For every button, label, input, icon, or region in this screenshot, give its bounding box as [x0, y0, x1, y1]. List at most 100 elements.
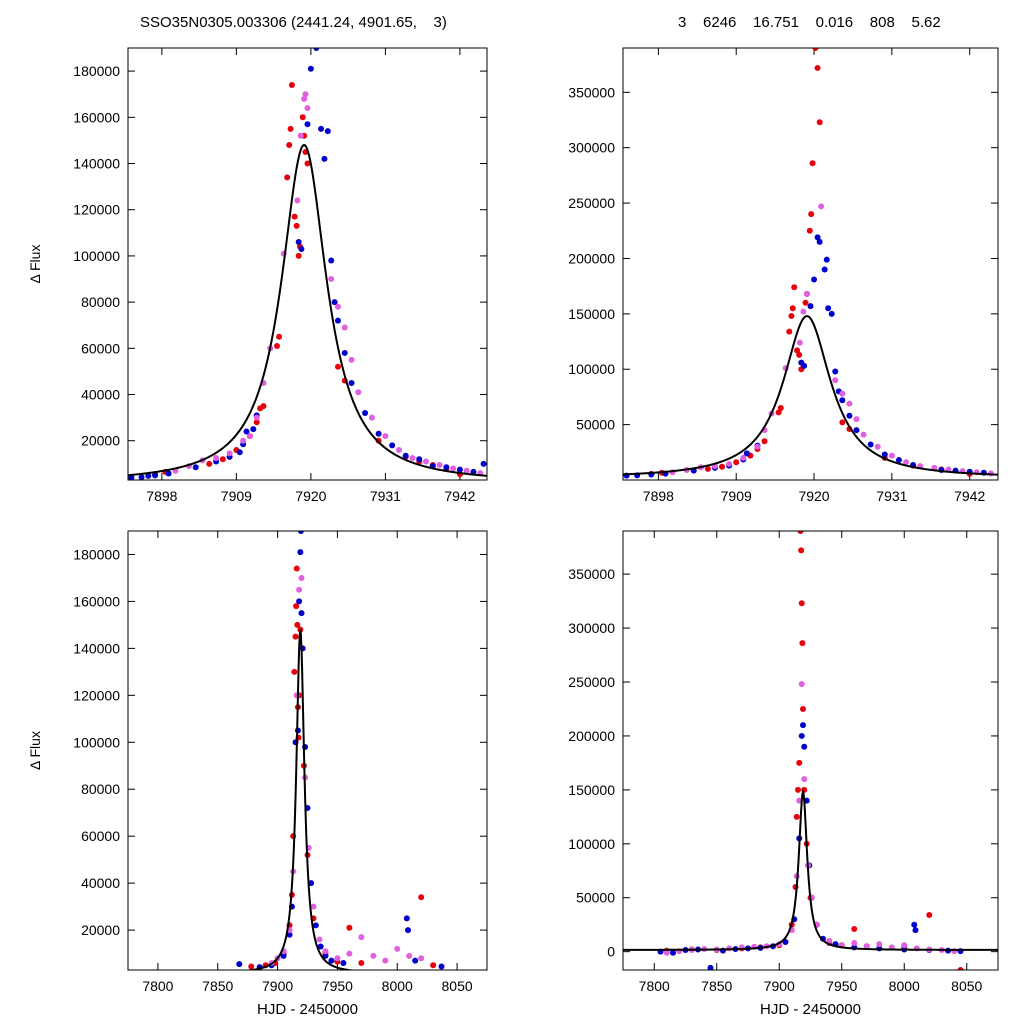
data-point-magenta [436, 461, 443, 468]
x-tick-label: 7950 [322, 978, 353, 994]
data-point-blue [236, 961, 243, 968]
data-point-red [812, 48, 819, 51]
y-tick-label: 80000 [81, 781, 120, 797]
data-point-blue [416, 456, 423, 463]
y-tick-label: 100000 [568, 361, 615, 377]
panel-top-right: 7898 7909 7920 7931 7942 50000 100000 150000 200… [568, 47, 999, 504]
data-point-magenta [726, 460, 733, 467]
data-point-magenta [901, 942, 908, 949]
y-tick-label: 300000 [568, 620, 615, 636]
data-point-blue [402, 452, 409, 459]
data-point-blue [138, 474, 145, 480]
data-point-red [292, 633, 299, 640]
points-layer [128, 48, 487, 480]
data-point-magenta [423, 458, 430, 465]
data-point-blue [800, 722, 806, 729]
x-tick-label: 7931 [370, 488, 401, 504]
data-point-red [276, 333, 283, 340]
data-point-blue [295, 239, 302, 246]
data-point-red [284, 174, 291, 181]
data-point-blue [911, 921, 918, 928]
data-point-blue [362, 410, 369, 417]
data-point-red [814, 64, 821, 71]
data-point-blue [801, 362, 808, 369]
data-point-blue [828, 310, 835, 317]
data-point-magenta [463, 467, 470, 474]
x-tick-label: 7942 [444, 488, 475, 504]
data-point-red [797, 531, 804, 534]
x-tick-label: 7898 [146, 488, 177, 504]
data-point-magenta [826, 937, 833, 944]
data-point-blue [912, 927, 919, 934]
data-point-red [293, 565, 300, 572]
data-point-blue [340, 959, 347, 966]
data-point-magenta [832, 377, 839, 384]
data-point-red [798, 600, 805, 607]
data-point-red [274, 343, 281, 350]
y-tick-label: 120000 [73, 202, 120, 218]
data-point-magenta [663, 949, 670, 956]
points-layer [623, 48, 994, 479]
points-layer [236, 531, 445, 970]
data-point-magenta [296, 586, 303, 593]
data-point-blue [443, 464, 450, 471]
data-point-blue [145, 472, 152, 479]
x-tick-label: 8000 [889, 978, 920, 994]
data-point-red [791, 284, 798, 291]
y-tick-label: 60000 [81, 340, 120, 356]
data-point-red [802, 299, 809, 306]
x-tick-label: 7800 [142, 978, 173, 994]
data-point-blue [846, 412, 853, 419]
data-point-red [304, 160, 311, 167]
data-point-blue [312, 922, 319, 929]
data-point-magenta [406, 952, 413, 959]
data-point-blue [470, 468, 477, 475]
data-point-red [789, 305, 796, 312]
data-point-magenta [740, 454, 747, 461]
data-point-red [293, 222, 300, 229]
y-tick-label: 200000 [568, 728, 615, 744]
y-tick-label: 160000 [73, 593, 120, 609]
data-point-red [288, 81, 295, 88]
data-point-magenta [846, 400, 853, 407]
data-point-magenta [370, 952, 377, 959]
y-tick-label: 60000 [81, 828, 120, 844]
data-point-red [839, 419, 846, 426]
plot-frame [127, 47, 488, 481]
data-point-magenta [310, 903, 317, 910]
data-point-red [796, 759, 803, 766]
data-point-magenta [304, 105, 311, 112]
data-point-red [808, 211, 815, 218]
data-point-magenta [358, 934, 365, 941]
data-point-blue [707, 964, 714, 970]
y-tick-label: 20000 [81, 922, 120, 938]
data-point-magenta [754, 443, 761, 450]
x-tick-label: 7800 [639, 978, 670, 994]
data-point-magenta [226, 450, 233, 457]
data-point-blue [328, 257, 335, 264]
data-point-blue [297, 549, 304, 556]
data-point-magenta [409, 455, 416, 462]
data-point-red [358, 959, 365, 966]
data-point-magenta [334, 303, 341, 310]
data-point-magenta [394, 945, 401, 952]
x-axis-label: HJD - 2450000 [760, 1001, 861, 1018]
data-point-magenta [395, 446, 402, 453]
data-point-blue [313, 48, 320, 51]
data-point-blue [798, 732, 805, 739]
data-point-magenta [240, 437, 247, 444]
x-tick-label: 7900 [262, 978, 293, 994]
model-curve [623, 788, 998, 951]
data-point-red [346, 924, 353, 931]
data-point-blue [286, 931, 293, 938]
x-tick-label: 7909 [721, 488, 752, 504]
data-point-magenta [213, 455, 220, 462]
data-point-magenta [796, 339, 803, 346]
y-tick-label: 350000 [568, 566, 615, 582]
x-tick-label: 7850 [701, 978, 732, 994]
data-point-red [334, 363, 341, 370]
y-tick-label: 50000 [576, 417, 615, 433]
data-point-magenta [801, 776, 808, 783]
data-point-blue [895, 457, 902, 464]
data-point-blue [743, 450, 750, 457]
